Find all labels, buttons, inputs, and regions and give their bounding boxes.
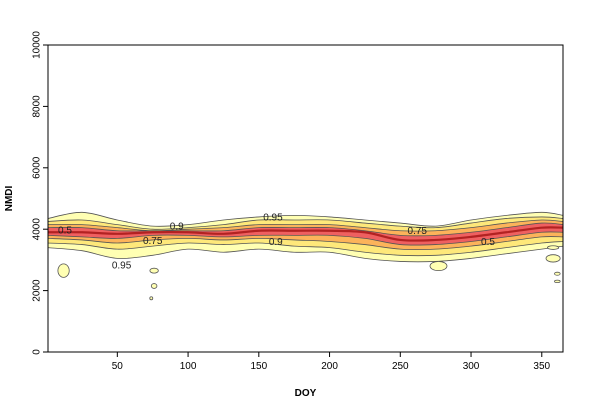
median-layer — [47, 226, 564, 242]
y-tick-label: 2000 — [32, 279, 43, 302]
contour-label: 0.95 — [112, 260, 132, 271]
x-tick-label: 50 — [112, 361, 124, 372]
contour-island — [547, 245, 560, 250]
y-tick-label: 6000 — [32, 156, 43, 179]
y-tick-label: 4000 — [32, 218, 43, 241]
contour-bands — [47, 211, 564, 263]
contour-label: 0.75 — [143, 236, 163, 247]
contour-island — [554, 271, 561, 276]
contour-label: 0.95 — [263, 212, 283, 223]
contour-labels: 0.5 0.9 0.95 0.75 0.75 0.95 0.9 0.5 — [58, 212, 495, 271]
y-tick-label: 10000 — [32, 31, 43, 59]
median-line — [47, 226, 564, 242]
x-tick-label: 350 — [533, 361, 550, 372]
contour-label: 0.75 — [408, 226, 428, 237]
contour-island — [429, 261, 448, 272]
contour-island — [149, 296, 154, 301]
contour-label: 0.9 — [170, 222, 184, 233]
x-tick-label: 300 — [463, 361, 480, 372]
contour-island — [149, 267, 159, 274]
contour-island — [57, 263, 70, 278]
y-axis-title: NMDI — [4, 186, 15, 212]
y-tick-label: 8000 — [32, 95, 43, 118]
plot-frame — [47, 44, 564, 353]
contour-island — [150, 283, 158, 289]
x-tick-label: 250 — [392, 361, 409, 372]
x-axis-title: DOY — [295, 388, 317, 399]
contour-island — [545, 254, 561, 263]
x-tick-label: 100 — [180, 361, 197, 372]
x-axis: 50 100 150 200 250 300 350 — [112, 352, 551, 372]
contour-islands — [57, 245, 561, 301]
contour-island — [554, 279, 561, 284]
x-tick-label: 150 — [250, 361, 267, 372]
contour-label: 0.9 — [269, 237, 283, 248]
contour-label: 0.5 — [481, 237, 495, 248]
y-tick-label: 0 — [32, 349, 43, 355]
contour-label: 0.5 — [58, 225, 72, 236]
y-axis: 0 2000 4000 6000 8000 10000 — [32, 31, 48, 355]
x-tick-label: 200 — [321, 361, 338, 372]
